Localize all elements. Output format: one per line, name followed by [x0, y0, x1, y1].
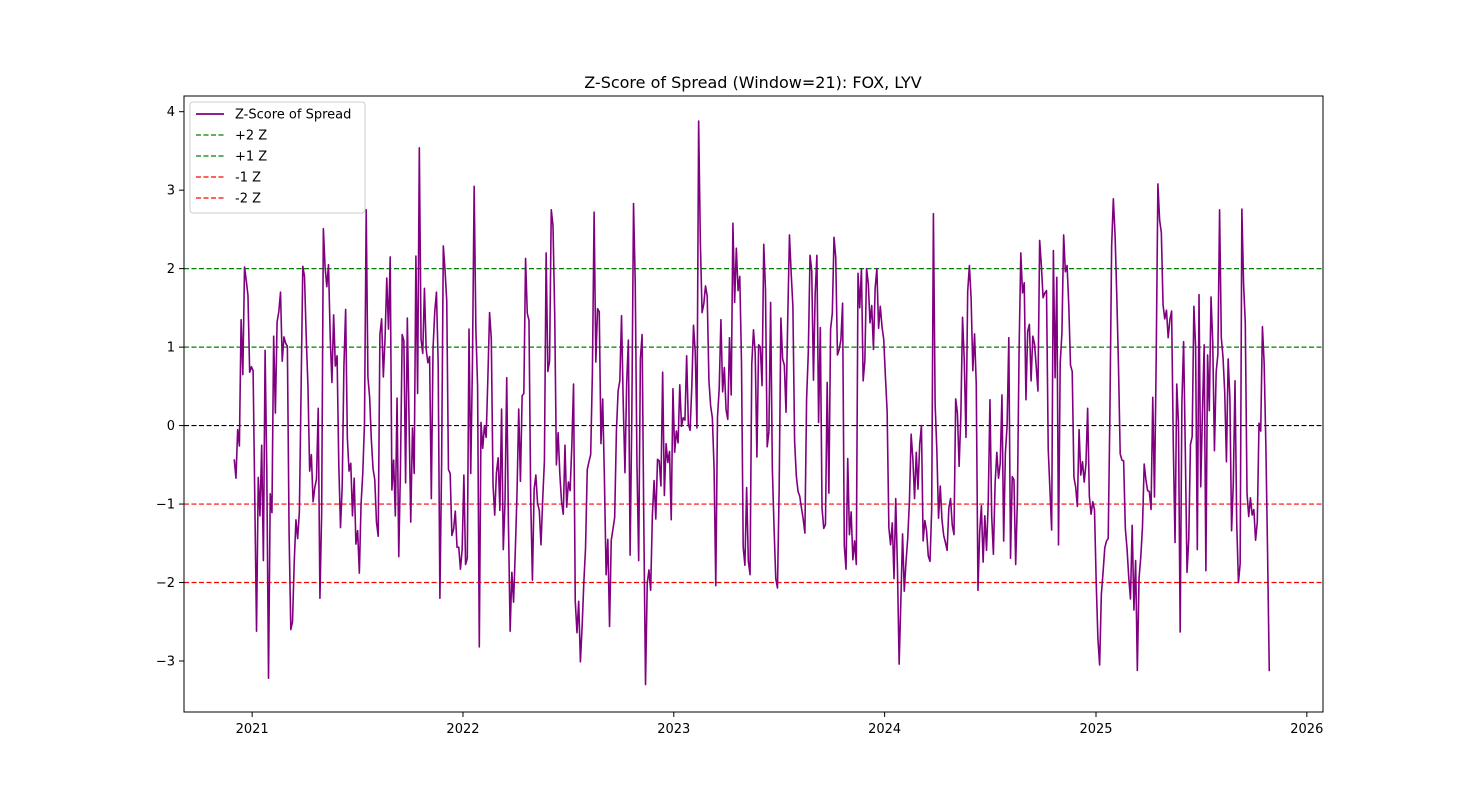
y-tick-label: 1	[167, 341, 175, 356]
x-tick-label: 2022	[446, 722, 479, 737]
y-tick-label: 0	[167, 419, 175, 434]
y-tick-label: −2	[156, 576, 175, 591]
x-tick-label: 2021	[236, 722, 269, 737]
legend-box	[189, 101, 366, 214]
legend-item: -1 Z	[196, 171, 261, 186]
x-tick-label: 2024	[868, 722, 901, 737]
series-line-1	[233, 120, 1271, 686]
x-tick-label: 2026	[1290, 722, 1323, 737]
y-tick-label: −1	[156, 498, 175, 513]
y-axis: 4 3 2 1 0 −1 −2 −3	[156, 105, 184, 669]
legend-label: -2 Z	[235, 192, 261, 207]
legend: Z-Score of Spread +2 Z +1 Z -1 Z -2 Z	[189, 101, 366, 214]
legend-item: Z-Score of Spread	[196, 108, 351, 123]
chart-title: Z-Score of Spread (Window=21): FOX, LYV	[584, 73, 922, 92]
legend-label: +2 Z	[235, 129, 267, 144]
legend-item: -2 Z	[196, 192, 261, 207]
x-tick-label: 2023	[657, 722, 690, 737]
legend-item: +1 Z	[196, 150, 267, 165]
legend-label: Z-Score of Spread	[235, 108, 351, 123]
plot-frame	[183, 95, 1324, 713]
legend-label: +1 Z	[235, 150, 267, 165]
y-tick-label: 4	[167, 105, 175, 120]
y-tick-label: 2	[167, 262, 175, 277]
plot-series-group	[184, 120, 1323, 686]
legend-label: -1 Z	[235, 171, 261, 186]
x-axis: 2021 2022 2023 2024 2025 2026	[236, 712, 1323, 737]
plot-area	[183, 95, 1324, 713]
y-tick-label: 3	[167, 184, 175, 199]
y-tick-label: −3	[156, 654, 175, 669]
x-tick-label: 2025	[1079, 722, 1112, 737]
legend-item: +2 Z	[196, 129, 267, 144]
